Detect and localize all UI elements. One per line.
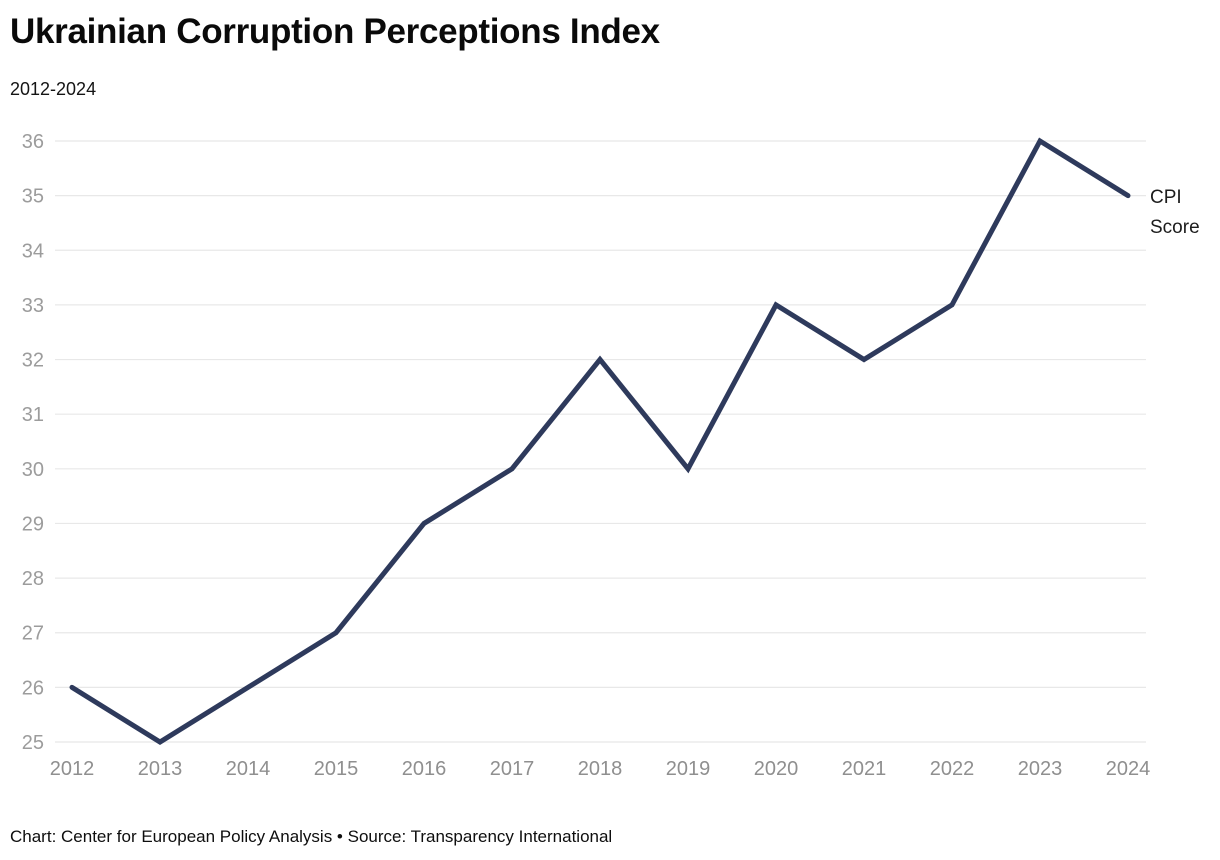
x-tick-label-2024: 2024 (1106, 758, 1151, 780)
y-tick-label-25: 25 (22, 732, 44, 754)
x-tick-label-2021: 2021 (842, 758, 887, 780)
x-tick-label-2020: 2020 (754, 758, 799, 780)
y-tick-label-35: 35 (22, 186, 44, 208)
y-tick-label-36: 36 (22, 131, 44, 153)
y-tick-label-32: 32 (22, 350, 44, 372)
chart-subtitle: 2012-2024 (10, 79, 97, 99)
series-end-label: CPI Score (1150, 183, 1200, 243)
x-tick-label-2013: 2013 (138, 758, 183, 780)
chart-title: Ukrainian Corruption Perceptions Index (10, 12, 660, 51)
y-tick-label-27: 27 (22, 623, 44, 645)
y-tick-label-30: 30 (22, 459, 44, 481)
y-tick-label-26: 26 (22, 677, 44, 699)
x-tick-label-2017: 2017 (490, 758, 535, 780)
x-tick-label-2022: 2022 (930, 758, 975, 780)
x-tick-label-2015: 2015 (314, 758, 359, 780)
x-tick-label-2019: 2019 (666, 758, 711, 780)
x-tick-label-2018: 2018 (578, 758, 623, 780)
x-tick-label-2016: 2016 (402, 758, 447, 780)
x-tick-label-2014: 2014 (226, 758, 271, 780)
series-end-label-line2: Score (1150, 217, 1200, 238)
cpi-score-line (69, 137, 1131, 745)
y-tick-label-29: 29 (22, 513, 44, 535)
attribution-text: Chart: Center for European Policy Analys… (10, 827, 613, 846)
series-end-label-line1: CPI (1150, 187, 1182, 208)
y-tick-label-33: 33 (22, 295, 44, 317)
y-tick-label-34: 34 (22, 240, 44, 262)
y-tick-label-28: 28 (22, 568, 44, 590)
y-tick-label-31: 31 (22, 404, 44, 426)
x-tick-label-2023: 2023 (1018, 758, 1063, 780)
x-tick-label-2012: 2012 (50, 758, 95, 780)
